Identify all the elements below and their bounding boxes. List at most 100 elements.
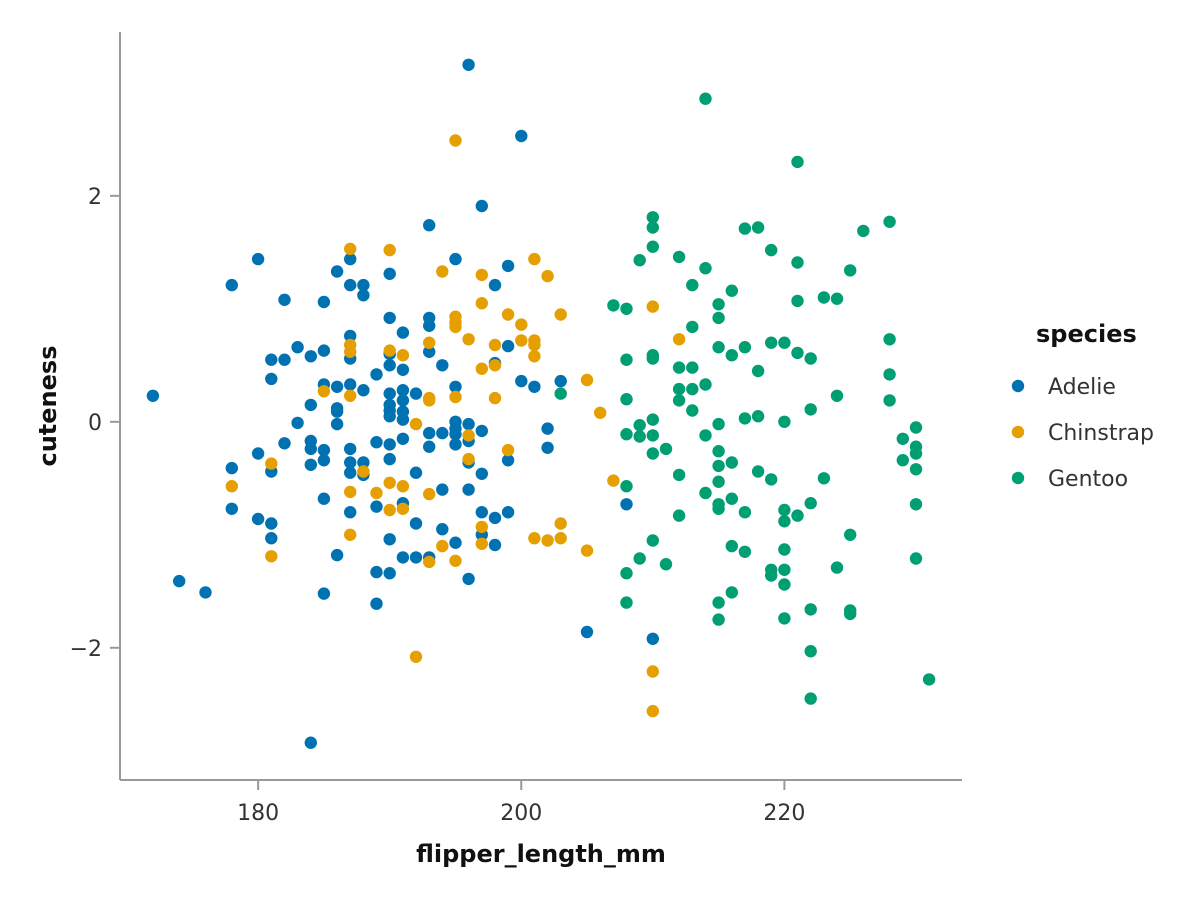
x-axis-ticks: 180 200 220: [237, 780, 805, 826]
data-point: [554, 308, 567, 321]
data-point: [344, 252, 357, 266]
data-point: [383, 359, 396, 372]
data-point: [528, 380, 541, 393]
data-point: [330, 417, 344, 431]
data-point: [528, 338, 541, 352]
data-point: [304, 442, 317, 456]
legend-items: Adelie Chinstrap Gentoo: [1011, 375, 1154, 492]
data-point: [330, 405, 344, 418]
data-point: [646, 413, 659, 426]
data-point: [580, 544, 594, 557]
data-point: [659, 558, 673, 571]
data-point: [251, 252, 265, 266]
data-point: [423, 440, 436, 453]
data-point: [830, 292, 844, 305]
data-point: [791, 294, 804, 308]
legend-title: species: [1036, 320, 1137, 348]
data-point: [357, 289, 370, 302]
data-point: [449, 380, 462, 393]
data-point: [515, 318, 528, 331]
data-point: [449, 252, 462, 266]
data-point: [791, 346, 804, 360]
legend-marker-chinstrap: [1011, 425, 1025, 439]
data-point: [699, 486, 712, 500]
data-point: [396, 432, 410, 445]
data-point: [396, 551, 410, 564]
data-point: [396, 326, 410, 339]
data-point: [541, 441, 554, 454]
data-point: [317, 492, 331, 505]
data-point: [409, 517, 423, 530]
data-point: [265, 532, 278, 545]
data-point: [383, 452, 396, 466]
data-point: [396, 394, 410, 407]
data-point: [370, 436, 383, 449]
data-point: [725, 492, 738, 505]
data-point: [554, 532, 567, 545]
data-point: [265, 372, 278, 386]
data-point: [541, 269, 554, 283]
data-point: [515, 129, 528, 143]
data-point: [462, 572, 475, 586]
y-tick-label: 2: [88, 185, 102, 210]
data-point: [344, 378, 357, 391]
data-point: [672, 468, 686, 482]
data-point: [383, 243, 396, 257]
data-point: [620, 498, 633, 511]
data-point: [712, 596, 725, 609]
data-point: [291, 416, 304, 430]
data-point: [225, 480, 238, 493]
data-point: [225, 461, 238, 475]
data-point: [475, 467, 488, 480]
data-point: [449, 134, 462, 147]
data-point: [409, 650, 423, 663]
data-point: [383, 344, 396, 357]
data-point: [699, 378, 712, 391]
data-point: [528, 252, 541, 266]
data-point: [436, 539, 449, 553]
data-point: [423, 219, 436, 232]
y-tick-label: −2: [70, 637, 102, 662]
data-point: [830, 561, 844, 574]
data-point: [646, 240, 659, 253]
data-point: [370, 486, 383, 500]
data-point: [830, 389, 844, 402]
data-point: [751, 364, 765, 378]
data-point: [738, 341, 752, 354]
data-point: [672, 394, 686, 407]
data-point: [620, 353, 633, 366]
data-point: [725, 284, 738, 297]
data-point: [370, 500, 383, 513]
data-point: [501, 454, 515, 467]
data-point: [633, 552, 646, 565]
data-point: [383, 387, 396, 400]
y-tick-label: 0: [88, 411, 102, 436]
data-point: [686, 404, 699, 417]
data-point: [344, 242, 357, 256]
data-point: [449, 390, 462, 404]
data-point: [344, 329, 357, 343]
data-point: [449, 536, 462, 549]
data-point: [883, 368, 896, 381]
data-point: [383, 503, 396, 517]
data-point: [883, 394, 896, 407]
data-point: [804, 403, 817, 416]
data-point: [712, 445, 725, 458]
data-point: [659, 442, 673, 456]
data-point: [344, 389, 357, 402]
data-point: [633, 430, 646, 443]
data-point: [686, 382, 699, 396]
data-point: [896, 432, 909, 445]
data-point: [738, 545, 752, 558]
data-point: [423, 555, 436, 569]
data-point: [304, 350, 317, 363]
data-point: [449, 320, 462, 334]
data-point: [909, 552, 923, 565]
data-point: [225, 502, 238, 515]
data-point: [672, 509, 686, 522]
data-point: [646, 447, 659, 460]
data-point: [317, 385, 331, 398]
data-point: [330, 548, 344, 562]
data-point: [462, 483, 475, 496]
data-point: [409, 466, 423, 479]
